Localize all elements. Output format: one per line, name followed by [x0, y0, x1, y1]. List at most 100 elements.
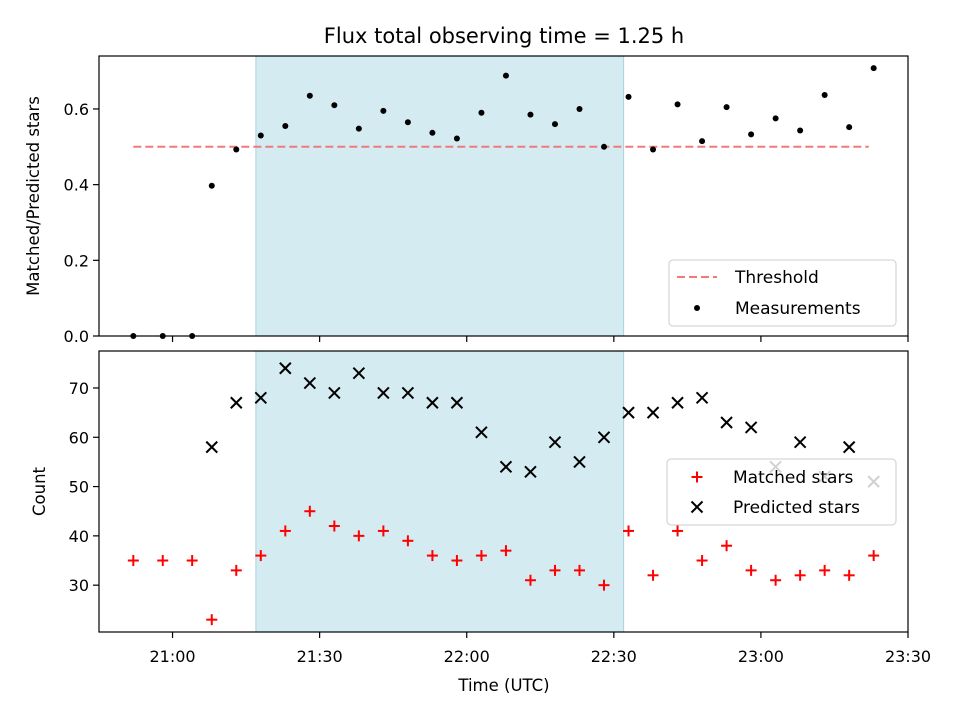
observing-window-shade	[255, 350, 625, 633]
x-axis-label: Time (UTC)	[457, 676, 549, 695]
measurement-point	[306, 92, 313, 99]
matched-star-point	[598, 579, 610, 591]
matched-star-point	[186, 555, 198, 567]
top-plot-area: 0.0 0.2 0.4 0.6	[64, 55, 909, 346]
matched-star-point	[426, 550, 438, 562]
matched-star-point	[524, 574, 536, 586]
predicted-star-point	[524, 465, 537, 478]
predicted-star-point	[377, 386, 390, 400]
predicted-star-point	[475, 426, 488, 439]
measurement-point	[772, 115, 779, 122]
matched-star-point	[328, 520, 340, 532]
measurement-point	[478, 109, 485, 116]
predicted-star-point	[793, 435, 807, 449]
matched-star-point	[451, 555, 463, 567]
measurement-point	[748, 131, 755, 138]
y-tick-label: 0.0	[64, 327, 89, 346]
predicted-star-point	[426, 396, 439, 409]
measurement-point	[723, 104, 730, 111]
legend-predicted-swatch	[690, 500, 704, 514]
predicted-star-point	[720, 416, 733, 429]
matched-star-point	[230, 564, 242, 576]
predicted-star-point	[401, 386, 415, 400]
measurement-point	[404, 119, 411, 126]
measurement-point	[233, 146, 240, 153]
matched-star-point	[549, 564, 561, 576]
observing-window-shade	[255, 55, 625, 337]
measurement-point	[331, 102, 338, 109]
measurement-point	[429, 129, 436, 136]
matched-star-point	[157, 555, 169, 567]
y-tick-label: 0.6	[64, 100, 89, 119]
predicted-star-point	[499, 460, 513, 474]
bottom-plot-area: 30 40 50 60 70 21:00 21:30 22:00 22:30 23:00 23:30	[69, 350, 931, 666]
measurement-point	[551, 121, 558, 128]
x-tick-label: 21:00	[149, 647, 195, 666]
matched-star-point	[402, 535, 414, 547]
legend-frame	[668, 259, 897, 327]
legend-threshold-label: Threshold	[734, 268, 819, 288]
predicted-star-point	[450, 396, 464, 409]
measurement-point	[650, 146, 657, 153]
measurement-point	[453, 135, 460, 142]
matched-star-point	[868, 550, 880, 562]
matched-star-point	[377, 525, 389, 537]
legend-matched-swatch	[691, 471, 703, 483]
y-tick-label: 70	[69, 379, 89, 398]
predicted-star-point	[303, 376, 317, 390]
bottom-y-axis-label: Count	[30, 466, 49, 516]
predicted-star-point	[597, 431, 611, 444]
measurement-point	[846, 124, 853, 131]
measurement-point	[699, 138, 706, 145]
matched-star-point	[843, 569, 855, 581]
matched-star-point	[304, 505, 316, 517]
matched-star-point	[475, 550, 487, 562]
predicted-star-point	[671, 396, 684, 409]
measurement-point	[257, 132, 264, 139]
matched-star-point	[573, 564, 585, 576]
matched-star-point	[127, 555, 139, 567]
measurement-point	[674, 101, 681, 108]
predicted-star-point	[548, 435, 562, 449]
predicted-star-point	[254, 391, 268, 405]
matched-star-point	[745, 564, 757, 576]
matched-star-point	[672, 525, 684, 537]
matched-star-point	[206, 614, 218, 626]
predicted-star-point	[352, 366, 366, 380]
predicted-star-point	[646, 406, 660, 419]
x-tick-label: 23:30	[885, 647, 931, 666]
x-tick-label: 23:00	[738, 647, 784, 666]
measurement-point	[502, 72, 509, 79]
matched-star-point	[500, 545, 512, 557]
predicted-star-point	[622, 406, 635, 419]
predicted-star-point	[205, 440, 218, 454]
matched-star-point	[255, 550, 267, 562]
predicted-star-point	[328, 386, 341, 400]
legend-measurement-swatch	[694, 305, 700, 311]
measurement-point	[797, 127, 804, 134]
axes-frame	[98, 350, 909, 633]
predicted-star-point	[230, 396, 243, 409]
matched-star-point	[770, 574, 782, 586]
matched-star-point	[696, 555, 708, 567]
matched-star-point	[647, 569, 659, 581]
matched-star-point	[623, 525, 635, 537]
top-y-axis-label: Matched/Predicted stars	[24, 96, 43, 296]
x-tick-label: 22:00	[444, 647, 490, 666]
y-tick-label: 0.4	[64, 176, 89, 195]
matched-star-point	[819, 564, 831, 576]
y-tick-label: 0.2	[64, 251, 89, 270]
legend-measurement-label: Measurements	[735, 299, 861, 319]
legend-matched-label: Matched stars	[733, 468, 853, 488]
matched-star-point	[721, 540, 733, 552]
matched-star-point	[279, 525, 291, 537]
measurement-point	[355, 125, 362, 132]
measurement-point	[208, 182, 215, 189]
measurement-point	[601, 143, 608, 150]
chart-title: Flux total observing time = 1.25 h	[324, 24, 684, 48]
top-legend: Threshold Measurements	[668, 259, 897, 327]
y-tick-label: 40	[69, 527, 89, 546]
x-tick-label: 22:30	[591, 647, 637, 666]
predicted-star-point	[744, 421, 758, 434]
